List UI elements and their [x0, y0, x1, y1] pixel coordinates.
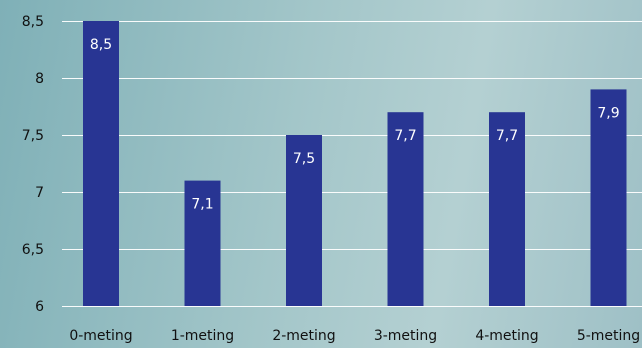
data-label: 7,1 [191, 197, 213, 213]
x-tick-label: 4-meting [475, 328, 538, 344]
x-tick-label: 5-meting [577, 328, 640, 344]
y-axis-tick-labels: 6 6,5 7 7,5 8 8,5 [22, 14, 44, 315]
bars [83, 21, 627, 307]
x-tick-label: 0-meting [69, 328, 132, 344]
data-label: 7,5 [293, 151, 315, 167]
data-label: 8,5 [90, 37, 112, 53]
bar [184, 180, 221, 306]
x-tick-label: 2-meting [272, 328, 335, 344]
data-label: 7,7 [496, 128, 518, 144]
data-labels: 8,5 7,1 7,5 7,7 7,7 7,9 [90, 37, 620, 213]
y-tick-label: 7 [35, 185, 44, 201]
y-tick-label: 7,5 [22, 128, 44, 144]
bar [286, 135, 322, 306]
x-tick-label: 3-meting [374, 328, 437, 344]
bar [83, 21, 119, 306]
gridlines [62, 21, 642, 307]
data-label: 7,9 [597, 105, 619, 121]
y-tick-label: 6 [35, 299, 44, 315]
bar [489, 112, 525, 306]
bar [387, 112, 424, 306]
y-tick-label: 6,5 [22, 242, 44, 258]
x-axis-tick-labels: 0-meting 1-meting 2-meting 3-meting 4-meting… [69, 328, 640, 344]
y-tick-label: 8,5 [22, 14, 44, 30]
data-label: 7,7 [394, 128, 416, 144]
x-tick-label: 1-meting [171, 328, 234, 344]
bar [590, 89, 627, 307]
y-tick-label: 8 [35, 71, 44, 87]
